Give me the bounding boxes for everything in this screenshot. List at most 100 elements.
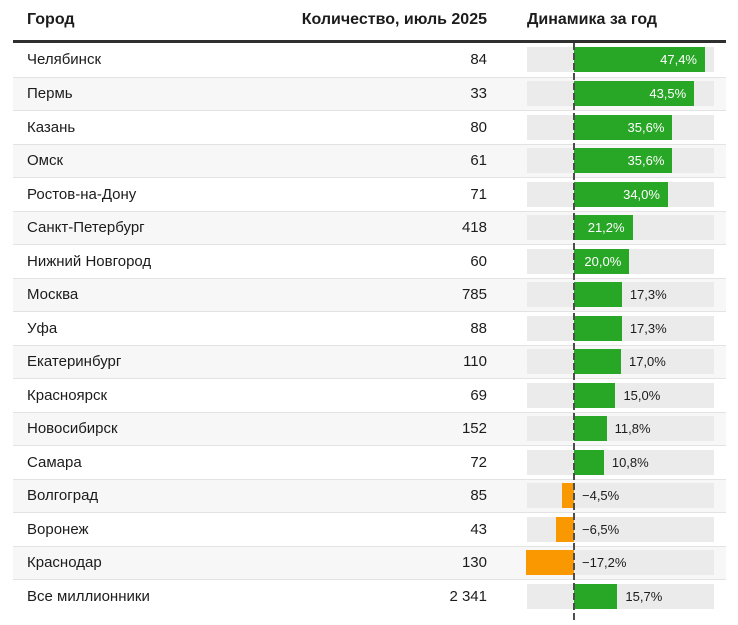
- change-value-label: 43,5%: [649, 86, 687, 102]
- change-bar-positive: [574, 449, 604, 475]
- change-bar-track: 15,0%: [527, 382, 714, 408]
- table-row: Нижний Новгород 60 20,0%: [13, 244, 726, 278]
- count-value: 418: [461, 219, 487, 237]
- city-label: Все миллионники: [27, 587, 150, 605]
- count-value: 130: [461, 554, 487, 572]
- change-value-label: 34,0%: [623, 186, 660, 202]
- count-value: 33: [470, 85, 487, 103]
- change-bar-track: −4,5%: [527, 483, 714, 509]
- change-bar-positive: 20,0%: [574, 248, 630, 274]
- city-label: Самара: [27, 453, 82, 471]
- change-bar-negative: [526, 550, 574, 576]
- table-header-row: Город Количество, июль 2025 Динамика за …: [13, 0, 726, 43]
- change-bar-track: 10,8%: [527, 449, 714, 475]
- change-value-label: 35,6%: [627, 153, 665, 169]
- change-bar-positive: [574, 382, 616, 408]
- table-row: Казань 80 35,6%: [13, 110, 726, 144]
- change-bar-track: 17,3%: [527, 282, 714, 308]
- city-label: Новосибирск: [27, 420, 118, 438]
- change-value-label: 17,3%: [629, 320, 667, 336]
- city-label: Краснодар: [27, 554, 102, 572]
- table-row: Ростов-на-Дону 71 34,0%: [13, 177, 726, 211]
- change-value-label: −6,5%: [582, 521, 620, 537]
- count-value: 152: [461, 420, 487, 438]
- change-bar-positive: 34,0%: [574, 181, 668, 207]
- count-value: 43: [470, 520, 487, 538]
- table-row: Все миллионники 2 341 15,7%: [13, 579, 726, 613]
- change-bar-track: 11,8%: [527, 416, 714, 442]
- count-value: 69: [470, 386, 487, 404]
- column-header-city: Город: [27, 11, 75, 28]
- change-bar-track: −6,5%: [527, 516, 714, 542]
- change-bar-positive: [574, 282, 622, 308]
- change-bar-positive: 35,6%: [574, 114, 673, 140]
- change-bar-positive: 43,5%: [574, 81, 695, 107]
- table-row: Волгоград 85 −4,5%: [13, 478, 726, 512]
- change-value-label: 20,0%: [584, 253, 622, 269]
- count-value: 61: [470, 152, 487, 170]
- table-row: Екатеринбург 110 17,0%: [13, 344, 726, 378]
- change-value-label: 17,3%: [629, 287, 667, 303]
- change-bar-track: 21,2%: [527, 215, 714, 241]
- change-bar-track: −17,2%: [526, 550, 714, 576]
- table-row: Краснодар 130 −17,2%: [13, 545, 726, 579]
- city-label: Нижний Новгород: [27, 252, 152, 270]
- city-dynamics-table: Город Количество, июль 2025 Динамика за …: [13, 0, 726, 613]
- count-value: 85: [470, 487, 487, 505]
- table-row: Уфа 88 17,3%: [13, 311, 726, 345]
- change-bar-positive: 47,4%: [574, 47, 705, 73]
- change-bar-negative: [556, 516, 574, 542]
- change-bar-negative: [561, 483, 574, 509]
- change-bar-track: 17,0%: [527, 349, 714, 375]
- city-label: Челябинск: [27, 51, 102, 69]
- change-value-label: 35,6%: [627, 119, 665, 135]
- change-value-label: −17,2%: [582, 555, 627, 571]
- city-label: Уфа: [27, 319, 58, 337]
- city-label: Воронеж: [27, 520, 89, 538]
- change-bar-positive: 21,2%: [574, 215, 633, 241]
- city-label: Санкт-Петербург: [27, 219, 145, 237]
- table-row: Самара 72 10,8%: [13, 445, 726, 479]
- table-row: Санкт-Петербург 418 21,2%: [13, 210, 726, 244]
- change-bar-positive: [574, 583, 618, 609]
- change-bar-track: 47,4%: [527, 47, 714, 73]
- count-value: 71: [470, 185, 487, 203]
- change-bar-track: 34,0%: [527, 181, 714, 207]
- change-bar-positive: [574, 349, 621, 375]
- change-value-label: 15,0%: [623, 387, 661, 403]
- count-value: 110: [463, 353, 487, 371]
- city-label: Волгоград: [27, 487, 99, 505]
- city-label: Омск: [27, 152, 64, 170]
- count-value: 80: [470, 118, 487, 136]
- change-value-label: 47,4%: [660, 52, 697, 68]
- column-header-dynamics: Динамика за год: [527, 11, 658, 28]
- count-value: 84: [470, 51, 487, 69]
- city-label: Красноярск: [27, 386, 108, 404]
- change-bar-track: 17,3%: [527, 315, 714, 341]
- count-value: 785: [461, 286, 487, 304]
- column-header-count: Количество, июль 2025: [301, 11, 487, 28]
- city-label: Казань: [27, 118, 76, 136]
- change-value-label: 11,8%: [614, 421, 651, 437]
- city-label: Москва: [27, 286, 79, 304]
- table-row: Новосибирск 152 11,8%: [13, 411, 726, 445]
- count-value: 60: [470, 252, 487, 270]
- table-row: Москва 785 17,3%: [13, 277, 726, 311]
- table-row: Воронеж 43 −6,5%: [13, 512, 726, 546]
- change-bar-track: 35,6%: [527, 148, 714, 174]
- change-bar-positive: [574, 315, 622, 341]
- table-row: Красноярск 69 15,0%: [13, 378, 726, 412]
- count-value: 88: [470, 319, 487, 337]
- city-label: Екатеринбург: [27, 353, 122, 371]
- city-label: Ростов-на-Дону: [27, 185, 137, 203]
- change-value-label: −4,5%: [582, 488, 620, 504]
- change-value-label: 10,8%: [611, 454, 649, 470]
- change-bar-positive: 35,6%: [574, 148, 673, 174]
- table-row: Пермь 33 43,5%: [13, 76, 726, 110]
- change-bar-track: 35,6%: [527, 114, 714, 140]
- table-row: Челябинск 84 47,4%: [13, 43, 726, 77]
- count-value: 2 341: [449, 587, 487, 605]
- change-bar-track: 15,7%: [527, 583, 714, 609]
- count-value: 72: [470, 453, 487, 471]
